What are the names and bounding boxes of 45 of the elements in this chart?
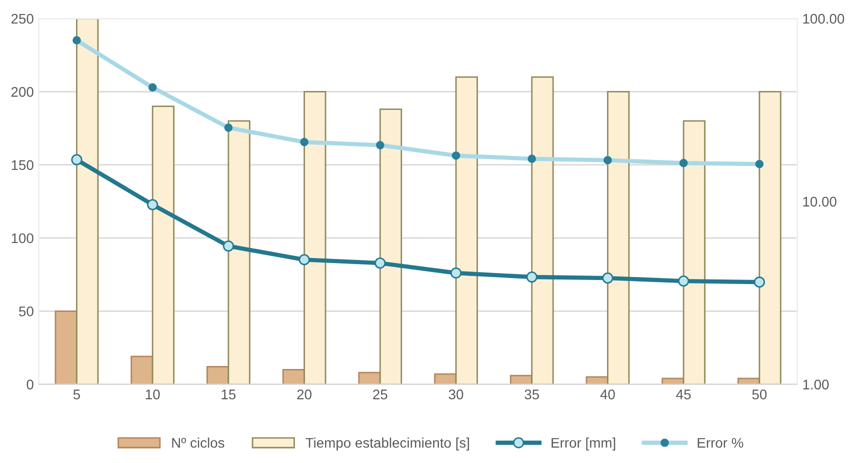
- y2-tick-label: 1.00: [803, 380, 829, 390]
- bar: [130, 356, 154, 384]
- x-tick-label: 25: [373, 390, 388, 400]
- legend-label: Nº ciclos: [172, 438, 224, 448]
- y-tick-label: 0: [26, 380, 34, 390]
- point: [754, 276, 765, 288]
- x-tick-label: 15: [222, 390, 236, 400]
- point: [526, 271, 538, 283]
- bar: [152, 106, 175, 384]
- y-tick-label: 250: [11, 14, 34, 24]
- y2-tick-label: 100.00: [803, 14, 844, 24]
- bar: [607, 90, 630, 384]
- x-tick-label: 45: [676, 390, 691, 400]
- y-tick-label: 200: [11, 87, 34, 97]
- x-tick-label: 40: [600, 390, 615, 400]
- bar: [304, 90, 326, 384]
- bar: [76, 18, 99, 384]
- point: [450, 267, 462, 279]
- y-tick-label: 150: [12, 160, 34, 170]
- bar: [682, 120, 706, 384]
- legend-label: Error %: [698, 438, 744, 448]
- bar: [455, 76, 478, 384]
- bar: [758, 90, 782, 384]
- point: [602, 272, 614, 284]
- legend-label: Error [mm]: [552, 438, 616, 450]
- x-tick-label: 10: [146, 390, 160, 400]
- bar: [54, 310, 78, 384]
- point: [374, 258, 386, 269]
- x-tick-label: 20: [297, 390, 312, 400]
- y2-tick-label: 10.00: [803, 196, 836, 207]
- x-tick-label: 30: [448, 390, 464, 400]
- point: [71, 154, 82, 166]
- point: [222, 240, 234, 252]
- bar: [531, 76, 554, 384]
- legend-label: Tiempo establecimiento [s]: [306, 438, 469, 450]
- point: [147, 199, 158, 210]
- x-tick-label: 5: [73, 390, 80, 400]
- y-tick-label: 50: [19, 306, 34, 316]
- x-tick-label: 50: [752, 390, 767, 400]
- point: [678, 275, 690, 287]
- bar: [379, 108, 402, 384]
- bar: [228, 120, 250, 384]
- point: [298, 254, 310, 266]
- y-tick-label: 100: [12, 233, 34, 244]
- x-tick-label: 35: [524, 390, 539, 400]
